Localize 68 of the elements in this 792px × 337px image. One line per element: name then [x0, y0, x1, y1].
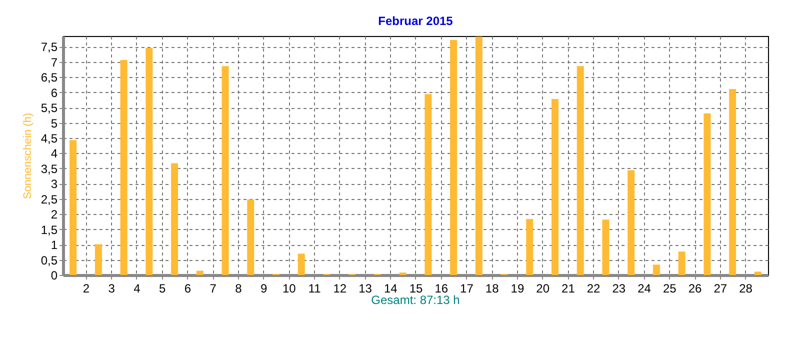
- bar: [222, 66, 229, 275]
- bar: [450, 40, 458, 275]
- x-tick-label: 27: [714, 282, 728, 296]
- x-tick-label: 17: [460, 282, 474, 296]
- y-tick-label: 1,5: [40, 222, 58, 237]
- y-tick-label: 0,5: [40, 253, 58, 268]
- x-tick-label: 12: [333, 282, 347, 296]
- bar: [704, 113, 711, 275]
- y-axis-title: Sonnenschein (h): [22, 112, 34, 200]
- x-tick-label: 14: [384, 282, 398, 296]
- y-tick-label: 7,5: [40, 40, 58, 54]
- x-tick-label: 15: [409, 282, 423, 296]
- bar: [526, 218, 534, 275]
- x-tick-label: 19: [510, 282, 524, 296]
- x-tick-label: 18: [485, 282, 500, 296]
- bar: [70, 140, 77, 275]
- x-tick-label: 10: [282, 282, 296, 296]
- y-tick-label: 1: [50, 238, 58, 252]
- x-tick-label: 22: [586, 282, 601, 296]
- text: Gesamt: 87:13 h: [371, 293, 460, 307]
- x-tick-label: 11: [308, 282, 322, 296]
- bar: [171, 163, 178, 275]
- x-tick-label: 7: [210, 282, 217, 296]
- y-tick-label: 3,5: [40, 162, 58, 176]
- y-tick-label: 2,5: [40, 192, 58, 206]
- y-tick-label: 4: [50, 146, 58, 161]
- x-tick-label: 2: [82, 282, 90, 296]
- bar: [652, 264, 660, 275]
- x-tick-label: 26: [688, 282, 702, 296]
- x-tick-label: 8: [235, 282, 242, 296]
- x-tick-label: 4: [134, 282, 141, 296]
- y-tick-label: 5: [50, 116, 58, 130]
- y-tick-label: 3: [50, 177, 58, 192]
- bar: [754, 272, 762, 275]
- y-tick-label: 0: [50, 268, 58, 282]
- x-tick-label: 16: [434, 282, 448, 296]
- bar: [475, 36, 482, 275]
- x-tick-label: 20: [536, 282, 550, 296]
- bar: [552, 99, 559, 275]
- bar: [729, 88, 736, 275]
- bar: [120, 60, 128, 275]
- y-tick-label: 6,5: [40, 70, 58, 85]
- bar: [146, 48, 153, 275]
- bar: [602, 220, 610, 275]
- bar: [678, 252, 686, 275]
- x-tick-label: 21: [562, 282, 576, 296]
- y-tick-label: 6: [50, 86, 58, 100]
- bar: [628, 170, 635, 275]
- x-tick-label: 23: [612, 282, 626, 296]
- y-tick-label: 4,5: [40, 131, 58, 146]
- y-tick-label: 5,5: [40, 101, 58, 116]
- x-tick-label: 6: [184, 282, 192, 296]
- bar: [196, 270, 204, 275]
- chart-title: Februar 2015: [378, 14, 454, 28]
- bar: [94, 244, 102, 275]
- x-tick-label: 9: [260, 282, 268, 296]
- x-tick-label: 28: [739, 282, 753, 296]
- x-tick-label: 5: [159, 282, 166, 296]
- x-tick-label: 13: [358, 282, 372, 296]
- y-tick-label: 7: [50, 55, 58, 70]
- x-tick-label: 25: [662, 282, 677, 296]
- bar: [298, 254, 305, 275]
- bar: [576, 66, 584, 275]
- bar: [424, 94, 432, 275]
- x-tick-label: 24: [638, 282, 652, 296]
- bar: [247, 199, 254, 275]
- x-tick-label: 3: [108, 282, 116, 296]
- y-tick-label: 2: [50, 208, 58, 222]
